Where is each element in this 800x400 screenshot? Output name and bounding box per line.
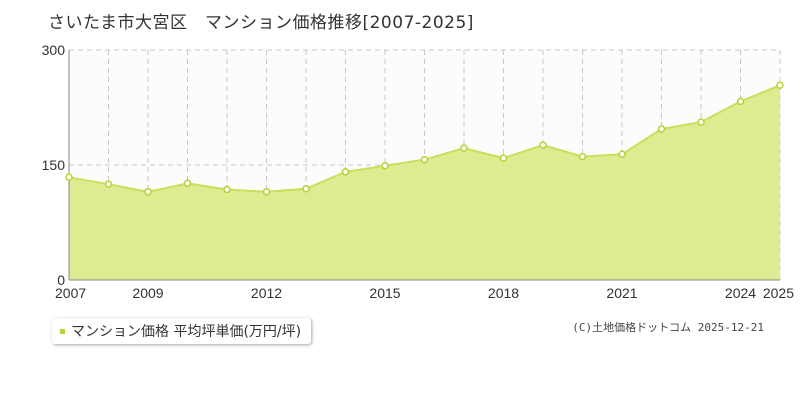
data-point xyxy=(223,185,231,194)
data-point xyxy=(262,188,271,196)
axes xyxy=(68,50,780,281)
x-tick-label: 2007 xyxy=(55,285,86,301)
data-point xyxy=(302,185,310,193)
legend-label: マンション価格 平均坪単価(万円/坪) xyxy=(71,324,302,340)
x-tick-label: 2024 xyxy=(725,285,756,301)
tick-labels: 0 150 300 2007 2009 2012 2015 2018 2021 2024 2025 xyxy=(42,42,795,301)
data-point xyxy=(578,152,587,161)
data-point xyxy=(65,173,73,182)
x-tick-label: 2025 xyxy=(763,285,794,301)
y-tick-label: 0 xyxy=(57,272,65,288)
data-point xyxy=(381,162,389,170)
data-point xyxy=(144,188,152,196)
data-point xyxy=(499,154,508,162)
legend: マンション価格 平均坪単価(万円/坪) xyxy=(52,318,312,344)
chart-title: さいたま市大宮区 マンション価格推移[2007-2025] xyxy=(48,13,474,33)
data-points xyxy=(65,81,784,196)
legend-marker xyxy=(60,328,65,334)
x-tick-label: 2021 xyxy=(606,285,637,301)
x-tick-label: 2015 xyxy=(369,285,400,301)
x-tick-label: 2009 xyxy=(132,285,163,301)
data-point xyxy=(460,144,468,152)
data-point xyxy=(341,168,350,176)
credit-text: (C)土地価格ドットコム 2025-12-21 xyxy=(572,321,764,334)
data-point xyxy=(539,141,547,149)
data-point xyxy=(697,118,705,126)
data-point xyxy=(183,179,192,188)
data-point xyxy=(736,97,745,106)
data-point xyxy=(104,180,113,188)
area-fill xyxy=(69,85,780,280)
y-tick-label: 150 xyxy=(42,157,66,173)
x-tick-label: 2012 xyxy=(251,285,282,301)
data-point xyxy=(657,125,666,133)
data-point xyxy=(776,81,784,90)
data-point xyxy=(618,150,626,159)
x-tick-label: 2018 xyxy=(488,285,519,301)
y-tick-label: 300 xyxy=(42,42,66,58)
data-point xyxy=(420,155,429,164)
